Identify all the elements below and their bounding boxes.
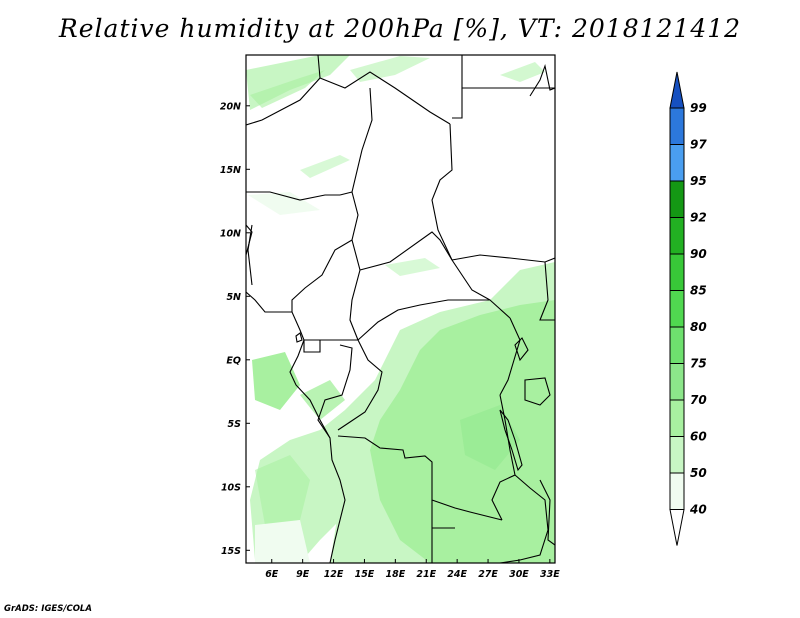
rh-patch-s — [255, 455, 310, 525]
y-tick-label: 15N — [220, 165, 241, 176]
x-tick-label: 6E — [265, 569, 279, 580]
colorbar-swatch — [669, 326, 685, 364]
x-tick-label: 18E — [385, 569, 405, 580]
y-tick-label: 15S — [221, 546, 241, 557]
rh-patch-w2 — [300, 380, 345, 420]
border-libya-niger — [319, 71, 451, 125]
colorbar-swatch — [669, 144, 685, 182]
lake-albert — [514, 337, 529, 362]
border-algeria-niger — [246, 55, 321, 126]
x-axis: 6E 9E 12E 15E 18E 21E 24E 27E 30E 33E — [265, 559, 560, 580]
colorbar-label: 60 — [690, 430, 707, 444]
border-lake-chad — [339, 191, 361, 271]
colorbar-label: 80 — [690, 320, 707, 334]
y-tick-label: 5S — [228, 419, 242, 430]
colorbar-label: 70 — [690, 393, 707, 407]
lake-tanganyika — [499, 409, 523, 472]
border-drc-uganda — [499, 317, 521, 396]
rh-streak-w — [248, 192, 320, 215]
colorbar-swatch — [669, 363, 685, 401]
colorbar-label: 97 — [690, 138, 707, 152]
colorbar-swatch — [669, 180, 685, 218]
border-angola-zambia — [431, 500, 455, 563]
colorbar-label: 40 — [689, 503, 707, 517]
colorbar-extend-high — [669, 71, 685, 109]
rh-patch-sw — [255, 520, 310, 563]
boundaries — [246, 55, 555, 563]
coastline-west — [246, 291, 346, 563]
rh-streak-c — [385, 258, 440, 276]
coastline-ne — [529, 63, 555, 97]
x-tick-label: 21E — [416, 569, 436, 580]
colorbar-label: 95 — [690, 174, 707, 188]
border-gabon-congo — [317, 344, 353, 439]
colorbar-swatch — [669, 107, 685, 145]
border-niger-nigeria — [246, 191, 340, 201]
map-title: Relative humidity at 200hPa [%], VT: 201… — [58, 14, 742, 43]
border-drc-zambia — [337, 435, 503, 521]
colorbar-swatch — [669, 290, 685, 328]
border-car-drc — [357, 299, 511, 341]
border-southsudan-ethiopia — [539, 261, 555, 321]
colorbar-label: 90 — [690, 247, 707, 261]
colorbar-label: 99 — [690, 101, 707, 115]
border-sudan-north — [452, 88, 463, 119]
colorbar-swatch — [669, 217, 685, 255]
x-tick-label: 27E — [478, 569, 498, 580]
bioko-island — [295, 332, 303, 343]
colorbar: 40 50 60 70 75 80 85 90 92 95 97 99 — [669, 71, 707, 546]
colorbar-extend-low — [669, 509, 685, 546]
rh-band-n — [350, 56, 430, 82]
colorbar-swatch — [669, 472, 685, 510]
y-tick-label: 20N — [220, 101, 241, 112]
plot-frame — [245, 54, 556, 564]
colorbar-swatch — [669, 399, 685, 437]
y-tick-label: 10S — [221, 482, 241, 493]
x-tick-label: 30E — [509, 569, 529, 580]
credit-label: GrADS: IGES/COLA — [4, 604, 92, 614]
y-tick-label: EQ — [226, 355, 241, 366]
border-sudan-chad — [431, 123, 491, 301]
border-nigeria-benin — [247, 224, 253, 286]
rh-region-se-inner — [370, 300, 555, 563]
border-chad-car — [359, 231, 453, 271]
border-nigeria-cameroon — [291, 239, 353, 312]
x-tick-label: 24E — [447, 569, 467, 580]
y-axis: 20N 15N 10N 5N EQ 5S 10S 15S — [220, 101, 250, 557]
rh-patch-w — [252, 352, 300, 410]
border-malawi — [539, 479, 555, 546]
border-eqguinea — [303, 340, 321, 353]
rh-band-ne — [500, 62, 545, 82]
border-congo-drc — [337, 339, 383, 431]
coastline-nw — [246, 224, 253, 256]
y-tick-label: 5N — [226, 292, 241, 303]
colorbar-label: 85 — [690, 284, 707, 298]
colorbar-label: 92 — [690, 211, 707, 225]
border-niger-chad — [351, 87, 373, 193]
x-tick-label: 9E — [296, 569, 310, 580]
border-cameroon-car — [349, 269, 361, 341]
humidity-field — [246, 55, 555, 563]
rh-streak-nw — [300, 155, 350, 178]
colorbar-swatch — [669, 253, 685, 291]
y-tick-label: 10N — [220, 228, 241, 239]
colorbar-label: 50 — [690, 466, 707, 480]
colorbar-label: 75 — [690, 357, 707, 371]
x-tick-label: 33E — [540, 569, 560, 580]
border-sudan-southsudan — [451, 254, 555, 263]
x-tick-label: 15E — [355, 569, 375, 580]
rh-band-nw-inner — [250, 70, 325, 108]
colorbar-swatch — [669, 436, 685, 474]
x-tick-label: 12E — [324, 569, 344, 580]
lake-victoria — [524, 377, 551, 406]
